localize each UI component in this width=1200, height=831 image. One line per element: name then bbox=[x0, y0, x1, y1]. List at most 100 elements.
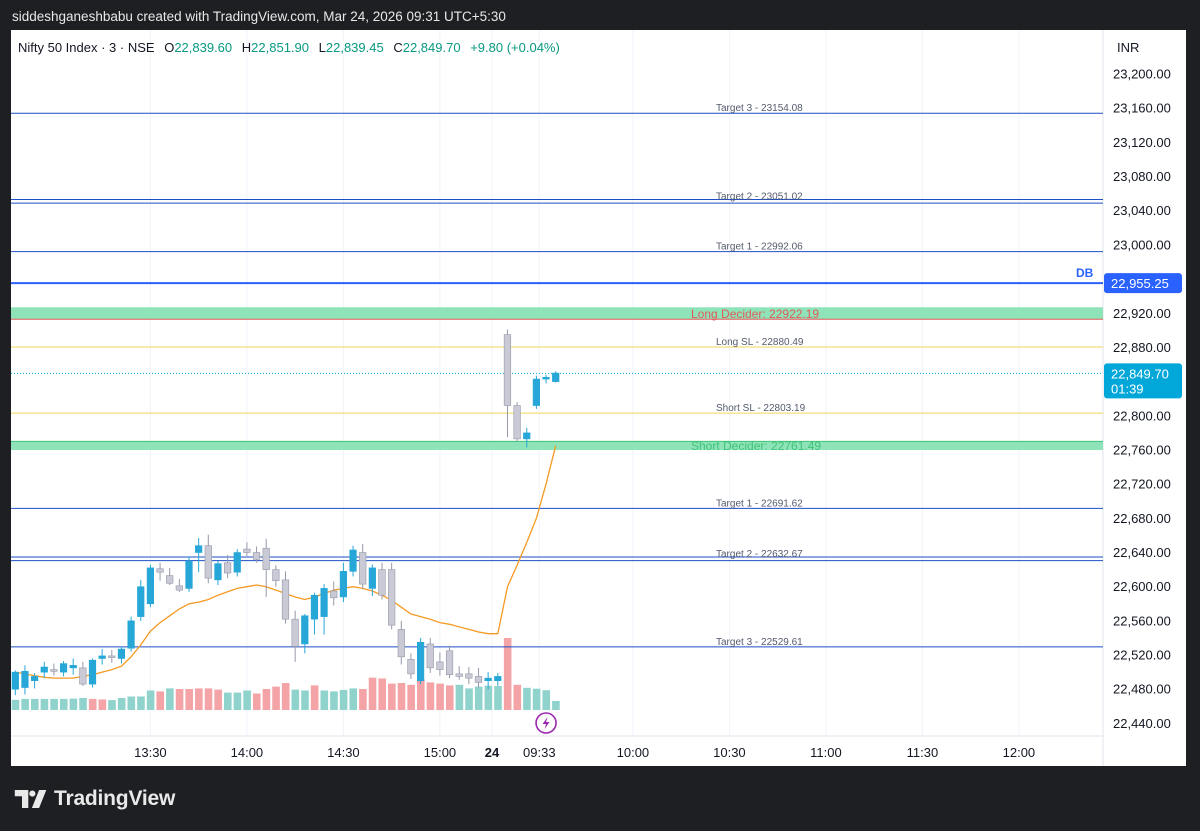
price-tick-label: 22,720.00 bbox=[1113, 477, 1171, 492]
volume-bar bbox=[301, 690, 309, 710]
volume-bar bbox=[417, 679, 425, 710]
candle-body bbox=[243, 548, 251, 553]
volume-bar bbox=[436, 683, 444, 710]
candle-body bbox=[532, 378, 540, 406]
candle-body bbox=[262, 547, 270, 570]
candle-body bbox=[137, 586, 145, 617]
volume-bar bbox=[513, 684, 522, 710]
candle-body bbox=[330, 590, 338, 599]
volume-bar bbox=[175, 689, 184, 710]
candle-body bbox=[224, 562, 232, 574]
volume-bar bbox=[407, 684, 415, 710]
volume-bar bbox=[359, 689, 367, 710]
close-value: 22,849.70 bbox=[402, 40, 461, 55]
volume-bar bbox=[243, 690, 251, 710]
candle-body bbox=[175, 585, 183, 591]
candle-body bbox=[88, 659, 97, 685]
lightning-icon[interactable] bbox=[535, 712, 557, 734]
decider-band bbox=[11, 307, 1103, 320]
time-tick-label: 12:00 bbox=[1003, 745, 1036, 760]
chart-overlay bbox=[535, 712, 557, 734]
watermark-header: siddeshganeshbabu created with TradingVi… bbox=[12, 9, 506, 24]
candle-body bbox=[349, 549, 357, 572]
moving-average bbox=[15, 445, 557, 679]
high-label: H bbox=[241, 40, 252, 55]
volume-bar bbox=[137, 696, 145, 710]
level-label: Target 1 - 22691.62 bbox=[716, 498, 803, 509]
volume-bar bbox=[503, 638, 512, 710]
candle-body bbox=[378, 569, 386, 596]
ohlc-legend: Nifty 50 Index · 3 · NSE O22,839.60 H22,… bbox=[18, 40, 560, 55]
candle-body bbox=[272, 569, 280, 582]
candle-body bbox=[69, 665, 77, 669]
time-tick-label: 10:00 bbox=[617, 745, 650, 760]
db-label: DB bbox=[1076, 266, 1094, 280]
time-tick-label: 14:30 bbox=[327, 745, 360, 760]
time-tick-label: 09:33 bbox=[523, 745, 556, 760]
close-label: C bbox=[393, 40, 403, 55]
price-tick-label: 22,640.00 bbox=[1113, 545, 1171, 560]
candle-body bbox=[388, 569, 396, 626]
volume-bar bbox=[397, 683, 406, 710]
chart-panel[interactable]: Target 3 - 23154.08 Target 2 - 23051.02 Ta… bbox=[11, 30, 1186, 766]
volume-bar bbox=[330, 691, 338, 710]
price-chart[interactable]: Target 3 - 23154.08 Target 2 - 23051.02 Ta… bbox=[11, 30, 1186, 766]
time-tick-label: 11:30 bbox=[907, 745, 939, 760]
level-label: Target 3 - 23154.08 bbox=[716, 103, 803, 114]
price-tick-label: 22,920.00 bbox=[1113, 306, 1171, 321]
volume-bar bbox=[262, 689, 271, 710]
candle-body bbox=[108, 655, 116, 658]
price-tick-label: 23,000.00 bbox=[1113, 237, 1171, 252]
last-price-badge bbox=[1104, 363, 1182, 399]
volume-bar bbox=[88, 698, 97, 710]
level-label: Target 2 - 23051.02 bbox=[716, 191, 803, 202]
volume-bar bbox=[368, 677, 377, 710]
candle-body bbox=[542, 377, 550, 380]
volume-bar bbox=[281, 683, 290, 710]
volume-bar bbox=[465, 688, 473, 710]
volume-bar bbox=[166, 688, 174, 710]
candle-body bbox=[11, 671, 19, 690]
volume-bar bbox=[532, 688, 541, 710]
candle-body bbox=[368, 567, 376, 589]
candle-body bbox=[320, 588, 328, 617]
level-label: Target 1 - 22992.06 bbox=[716, 242, 803, 253]
grid bbox=[11, 30, 1104, 766]
volume-bar bbox=[494, 686, 502, 710]
candle-body bbox=[474, 676, 483, 683]
volume-bar bbox=[31, 698, 39, 710]
candle-body bbox=[291, 618, 299, 647]
levels: Target 3 - 23154.08 Target 2 - 23051.02 Ta… bbox=[11, 103, 1103, 648]
candle-body bbox=[21, 670, 29, 688]
time-tick-label: 15:00 bbox=[424, 745, 457, 760]
volume-bar bbox=[272, 686, 280, 710]
currency-label[interactable]: INR bbox=[1117, 40, 1140, 55]
moving-average-line bbox=[15, 445, 557, 679]
volume-bar bbox=[156, 691, 165, 710]
candle-body bbox=[214, 563, 222, 581]
volume-bar bbox=[214, 689, 222, 710]
price-tick-label: 22,760.00 bbox=[1113, 442, 1171, 457]
candle-body bbox=[494, 676, 502, 681]
open-value: 22,839.60 bbox=[174, 40, 233, 55]
price-tick-label: 22,880.00 bbox=[1113, 340, 1171, 355]
candle-body bbox=[40, 666, 48, 673]
candle-body bbox=[484, 677, 492, 681]
candle-body bbox=[166, 575, 174, 584]
candle-body bbox=[117, 648, 126, 659]
price-tick-label: 23,040.00 bbox=[1113, 203, 1171, 218]
volume-bar bbox=[339, 689, 348, 710]
time-tick-label: 14:00 bbox=[231, 745, 264, 760]
candle-body bbox=[397, 629, 405, 658]
candle-body bbox=[407, 659, 415, 675]
candle-body bbox=[523, 432, 531, 440]
candle-body bbox=[426, 643, 434, 669]
time-tick-label: 13:30 bbox=[134, 745, 167, 760]
volume-bar bbox=[474, 686, 483, 710]
brand-name: TradingView bbox=[54, 787, 176, 810]
volume-bar bbox=[252, 693, 261, 710]
bar-countdown-label: 01:39 bbox=[1111, 381, 1144, 396]
tradingview-brand: TradingView bbox=[14, 787, 175, 811]
candle-body bbox=[503, 334, 512, 406]
